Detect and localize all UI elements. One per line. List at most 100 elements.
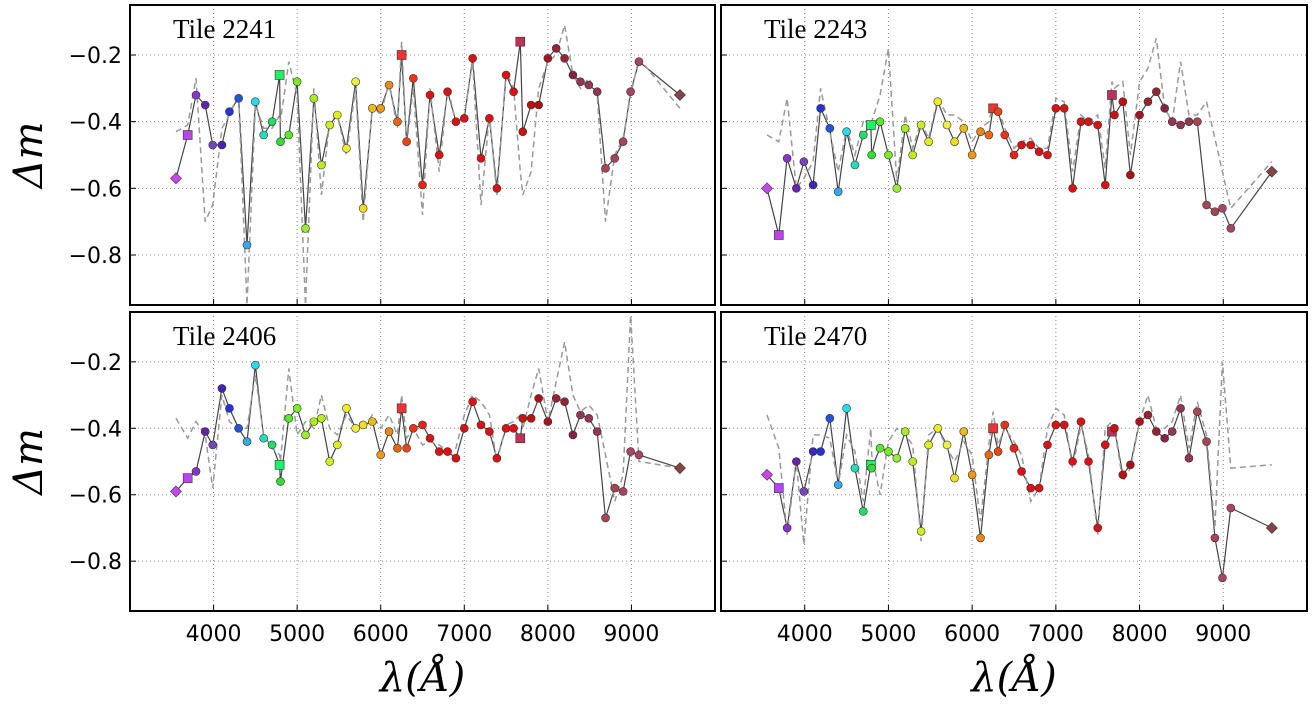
plot-area: [766, 38, 1273, 236]
point: [892, 184, 902, 193]
point: [1026, 140, 1036, 150]
point: [518, 414, 528, 423]
y-axis-label: Δm: [6, 122, 52, 191]
point: [1184, 453, 1194, 463]
point: [601, 513, 610, 523]
point: [476, 420, 486, 430]
point: [1000, 130, 1010, 140]
point: [900, 124, 910, 133]
data-line: [766, 90, 1273, 236]
point: [1034, 147, 1044, 156]
point: [468, 54, 477, 63]
point: [551, 394, 561, 403]
point: [634, 57, 644, 66]
point: [1202, 200, 1211, 210]
point: [543, 54, 553, 63]
point: [234, 423, 243, 433]
point: [576, 410, 585, 420]
point: [842, 404, 851, 413]
x-axis-label: λ(Å): [969, 654, 1056, 701]
point: [576, 77, 585, 86]
panel-title: Tile 2241: [173, 14, 276, 44]
point: [217, 140, 227, 150]
point: [610, 154, 620, 163]
panel-frame: [129, 4, 716, 306]
square-marker: [866, 120, 876, 130]
point: [191, 467, 201, 476]
point: [967, 150, 977, 160]
point: [816, 104, 825, 113]
point: [1143, 97, 1153, 106]
point: [1076, 417, 1086, 426]
point: [984, 130, 994, 140]
point: [1076, 117, 1086, 126]
point: [309, 94, 319, 103]
point: [284, 130, 294, 140]
point: [267, 440, 277, 450]
point: [976, 127, 985, 136]
point: [551, 44, 561, 53]
point: [618, 137, 628, 146]
point: [342, 144, 351, 153]
point: [1118, 470, 1128, 480]
point: [592, 87, 602, 96]
panel: Tile 2243: [720, 4, 1308, 306]
point: [782, 154, 792, 163]
point: [332, 440, 342, 450]
point: [208, 440, 218, 450]
point: [1152, 427, 1161, 436]
point: [1084, 457, 1093, 466]
point: [808, 180, 818, 190]
point: [1167, 117, 1177, 126]
point: [867, 463, 876, 473]
point: [259, 130, 269, 140]
square-marker: [182, 473, 193, 483]
point: [825, 414, 835, 423]
point: [1210, 533, 1220, 543]
point: [1118, 97, 1128, 106]
point: [492, 453, 502, 463]
plot-area: [175, 315, 681, 519]
panel: 4000 5000 6000 7000 8000 9000 Tile 2470 λ(Å): [720, 311, 1308, 701]
diamond-marker: [170, 485, 182, 498]
point: [332, 110, 342, 120]
x-tick-label: 9000: [603, 622, 659, 647]
point: [485, 427, 494, 436]
point: [1059, 104, 1069, 113]
data-line: [175, 365, 681, 519]
point: [993, 107, 1003, 116]
point: [1176, 120, 1185, 130]
point: [875, 117, 885, 126]
point: [501, 423, 511, 433]
square-marker: [274, 70, 285, 80]
point: [276, 137, 285, 146]
point: [317, 160, 326, 170]
point: [799, 157, 809, 166]
point: [799, 487, 809, 496]
point: [568, 70, 578, 80]
point: [409, 423, 418, 433]
point: [1135, 417, 1144, 426]
point: [1009, 150, 1019, 160]
point: [950, 473, 959, 483]
point: [443, 447, 452, 456]
point: [584, 80, 594, 90]
point: [1202, 437, 1211, 446]
point: [1017, 140, 1026, 150]
point: [892, 453, 902, 463]
point: [601, 164, 610, 173]
point: [850, 463, 860, 473]
point: [368, 104, 377, 113]
point: [1043, 440, 1052, 450]
point: [351, 77, 360, 86]
dashed-line: [175, 315, 681, 502]
point: [916, 120, 926, 130]
point: [1226, 503, 1236, 513]
point: [191, 90, 201, 100]
point: [1051, 104, 1061, 113]
point: [1110, 423, 1119, 433]
point: [1218, 204, 1227, 213]
point: [459, 114, 469, 123]
point: [276, 477, 285, 486]
point: [1017, 467, 1026, 476]
